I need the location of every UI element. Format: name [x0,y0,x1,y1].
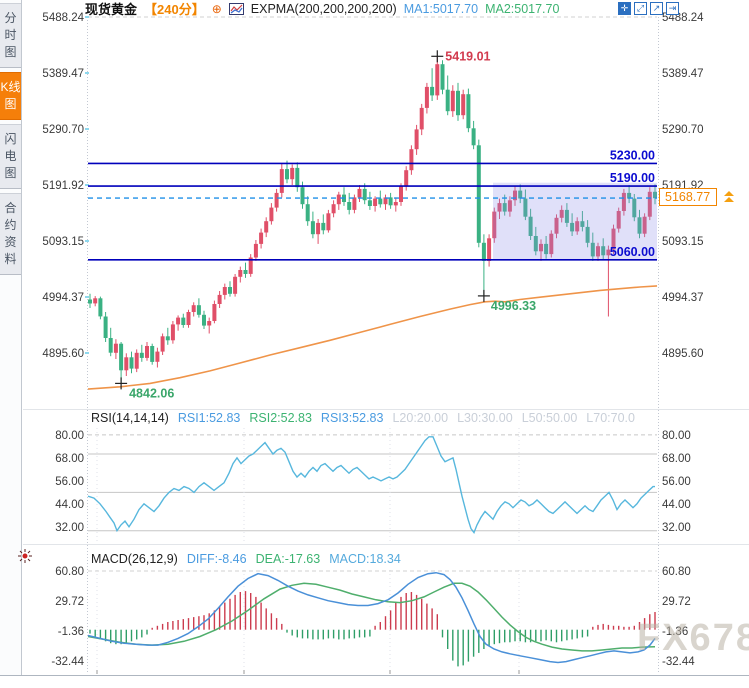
rsi-l30-value: L30:30.00 [457,411,513,425]
symbol-title: 现货黄金 [85,2,138,17]
svg-text:68.00: 68.00 [662,453,691,465]
macd-diff-value: DIFF:-8.46 [186,552,247,566]
svg-text:5230.00: 5230.00 [610,148,655,162]
sidebar-tab-item[interactable]: 闪电图 [0,124,21,189]
svg-text:-32.44: -32.44 [51,656,84,668]
rsi-l20-value: L20:20.00 [392,411,449,425]
pan-icon[interactable]: ✛ [618,2,631,15]
svg-text:-32.44: -32.44 [662,656,695,668]
sidebar: 分时图 K线图闪电图合约资料 [0,0,22,675]
svg-text:-1.36: -1.36 [662,626,688,638]
svg-text:32.00: 32.00 [55,522,84,534]
chart-header: 现货黄金 【240分】 ⊕ EXPMA(200,200,200,200) MA1… [85,1,560,18]
rsi-title: RSI(14,14,14) [91,411,169,425]
svg-text:29.72: 29.72 [55,596,84,608]
svg-text:5389.47: 5389.47 [662,68,704,80]
svg-text:5488.24: 5488.24 [662,12,704,24]
svg-text:4996.33: 4996.33 [491,299,536,313]
sidebar-tab-item[interactable]: 分时图 [0,3,21,68]
export-icon[interactable]: ⇥ [666,2,679,15]
chart-toolbar: ✛ ⤢ ↗ ⇥ [618,2,679,15]
svg-text:80.00: 80.00 [662,430,691,442]
svg-text:4994.37: 4994.37 [42,292,84,304]
zoom-range-icon[interactable]: ⤢ [634,2,647,15]
macd-header: MACD(26,12,9) DIFF:-8.46 DEA:-17.63 MACD… [91,552,401,566]
ma1-value: MA1:5017.70 [403,1,479,16]
svg-text:32.00: 32.00 [662,522,691,534]
rsi2-value: RSI2:52.83 [249,411,312,425]
rsi-l50-value: L50:50.00 [521,411,578,425]
sidebar-tab-item[interactable]: 合约资料 [0,193,21,275]
svg-text:5093.15: 5093.15 [42,236,84,248]
svg-text:44.00: 44.00 [55,499,84,511]
chart-type-icon[interactable] [228,2,244,15]
rsi1-value: RSI1:52.83 [177,411,241,425]
current-price-tag: 5168.77 [659,188,718,206]
svg-text:5290.70: 5290.70 [662,124,704,136]
svg-text:5060.00: 5060.00 [610,245,655,259]
svg-text:-1.36: -1.36 [58,626,84,638]
svg-text:56.00: 56.00 [662,476,691,488]
svg-text:44.00: 44.00 [662,499,691,511]
svg-text:4895.60: 4895.60 [662,348,704,360]
sidebar-tab-active[interactable]: K线图 [0,72,21,120]
svg-text:5488.24: 5488.24 [42,12,84,24]
macd-value: MACD:18.34 [329,552,401,566]
macd-dea-value: DEA:-17.63 [255,552,321,566]
rsi-l70-value: L70:70.0 [586,411,635,425]
svg-text:56.00: 56.00 [55,476,84,488]
price-alert-arrows-icon [724,191,734,202]
interval-label: 【240分】 [144,2,205,17]
add-indicator-icon[interactable]: ⊕ [211,1,222,16]
x-axis-bar [0,675,749,688]
indicator-label: EXPMA(200,200,200,200) [250,1,397,16]
svg-text:60.80: 60.80 [55,566,84,578]
svg-text:29.72: 29.72 [662,596,691,608]
rsi-header: RSI(14,14,14) RSI1:52.83 RSI2:52.83 RSI3… [91,411,635,425]
svg-text:5093.15: 5093.15 [662,236,704,248]
svg-text:60.80: 60.80 [662,566,691,578]
rsi3-value: RSI3:52.83 [320,411,384,425]
svg-text:5389.47: 5389.47 [42,68,84,80]
trend-scale-icon[interactable]: ↗ [650,2,663,15]
ma2-value: MA2:5017.70 [485,1,560,16]
macd-title: MACD(26,12,9) [91,552,178,566]
svg-text:4895.60: 4895.60 [42,348,84,360]
indicator-settings-icon[interactable] [18,549,32,563]
svg-text:4842.06: 4842.06 [129,386,174,400]
svg-text:5419.01: 5419.01 [445,49,490,63]
svg-text:80.00: 80.00 [55,430,84,442]
svg-text:68.00: 68.00 [55,453,84,465]
svg-text:5290.70: 5290.70 [42,124,84,136]
svg-text:5190.00: 5190.00 [610,171,655,185]
svg-text:5191.92: 5191.92 [42,180,84,192]
svg-text:4994.37: 4994.37 [662,292,704,304]
